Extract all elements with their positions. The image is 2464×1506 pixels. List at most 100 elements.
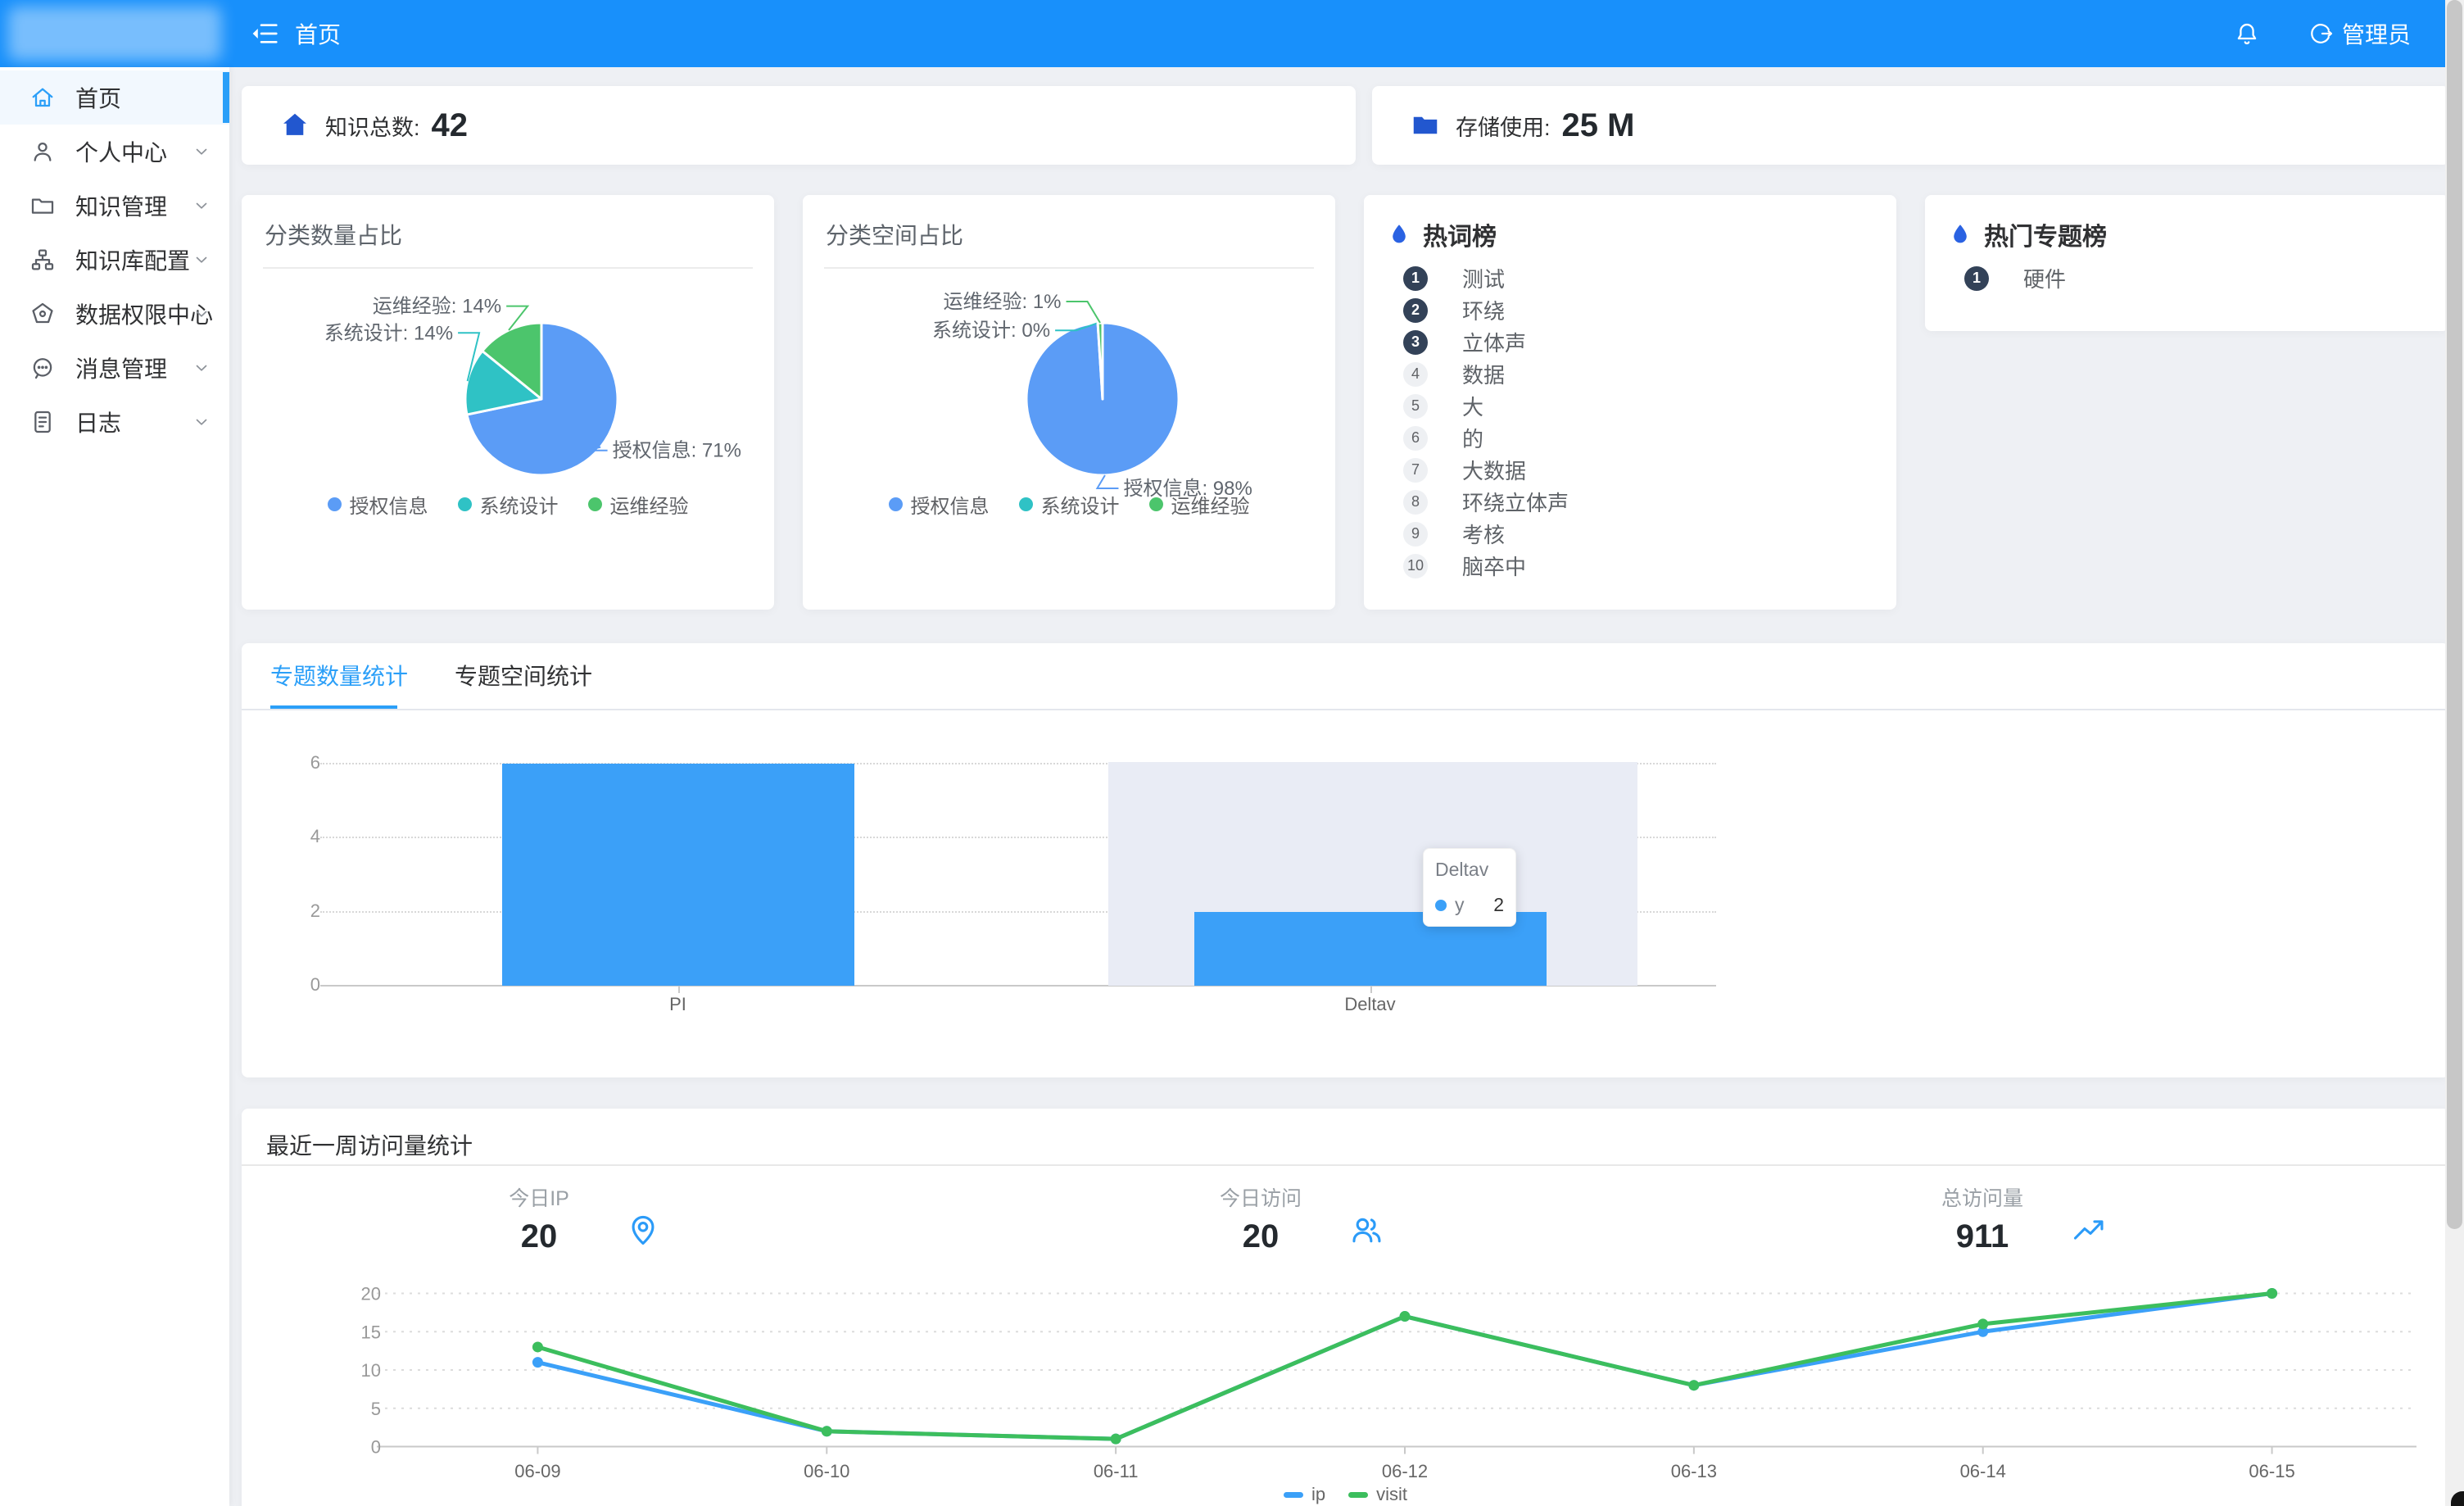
x-axis-label: PI	[669, 994, 686, 1014]
pie-label: 系统设计: 0%	[932, 320, 1050, 342]
pie-slice-运维经验[interactable]	[1096, 321, 1104, 401]
legend-item[interactable]: 系统设计	[1018, 490, 1120, 519]
legend-dot	[1148, 497, 1163, 511]
hot-word-label: 硬件	[2023, 267, 2067, 292]
chevron-down-icon	[192, 304, 211, 324]
admin-user-icon[interactable]	[2308, 20, 2334, 47]
legend-dot	[327, 497, 342, 511]
top-navbar: 首页 管理员	[0, 0, 2445, 67]
chevron-down-icon	[192, 196, 211, 215]
pie-slice-运维经验[interactable]	[481, 321, 543, 401]
x-axis-label: 06-12	[1382, 1461, 1428, 1481]
data-point-ip-06-14[interactable]	[1977, 1326, 1989, 1337]
rank-badge: 8	[1403, 489, 1428, 515]
legend-dot	[888, 497, 903, 511]
page-scrollbar	[2445, 0, 2464, 1506]
hot-list-item[interactable]: 8 环绕立体声	[1364, 486, 1896, 518]
rank-badge: 1	[1964, 265, 1989, 291]
admin-label[interactable]: 管理员	[2341, 22, 2411, 48]
gridline	[320, 985, 1716, 987]
pie-label-line	[506, 305, 530, 331]
pie-label: 运维经验: 1%	[944, 291, 1062, 313]
sidebar-item-label: 数据权限中心	[75, 302, 214, 328]
pie-slice-系统设计[interactable]	[464, 349, 543, 416]
legend-item-visit[interactable]: visit	[1348, 1484, 1407, 1505]
data-point-visit-06-13[interactable]	[1688, 1380, 1700, 1391]
chevron-down-icon	[192, 250, 211, 270]
breadcrumb: 首页	[295, 22, 342, 48]
data-point-visit-06-14[interactable]	[1977, 1318, 1989, 1330]
hot-word-label: 脑卒中	[1462, 555, 1527, 579]
legend-item[interactable]: 授权信息	[327, 490, 428, 519]
hot-list-item[interactable]: 4 数据	[1364, 358, 1896, 390]
y-axis-label: 15	[361, 1322, 381, 1342]
hot-list-item[interactable]: 9 考核	[1364, 518, 1896, 550]
collapse-menu-icon[interactable]	[249, 18, 280, 49]
folder-solid-icon	[1410, 110, 1441, 141]
hot-word-label: 考核	[1462, 523, 1506, 547]
data-point-visit-06-12[interactable]	[1399, 1311, 1411, 1322]
hot-list-item[interactable]: 2 环绕	[1364, 294, 1896, 326]
x-axis-label: 06-11	[1094, 1461, 1139, 1481]
tab-topic-space[interactable]: 专题空间统计	[455, 664, 593, 689]
person-icon	[29, 138, 56, 165]
y-axis-label: 2	[310, 900, 320, 921]
hot-word-label: 大	[1462, 395, 1484, 420]
hot-word-label: 测试	[1462, 267, 1506, 292]
hot-word-label: 环绕立体声	[1462, 491, 1569, 515]
rank-badge: 5	[1403, 393, 1428, 419]
hot-list-item[interactable]: 3 立体声	[1364, 326, 1896, 358]
tooltip-series-dot	[1435, 899, 1447, 911]
y-axis-label: 5	[371, 1399, 381, 1419]
data-point-visit-06-11[interactable]	[1110, 1433, 1121, 1445]
data-point-visit-06-10[interactable]	[821, 1426, 832, 1437]
legend-item[interactable]: 授权信息	[888, 490, 990, 519]
today-ip-value: 20	[520, 1218, 558, 1254]
topic-stats-tabs: 专题数量统计 专题空间统计	[242, 643, 2449, 710]
pie-label: 授权信息: 98%	[1123, 478, 1252, 500]
divider	[242, 1164, 2449, 1166]
pie-label: 系统设计: 14%	[324, 322, 453, 344]
data-point-visit-06-15[interactable]	[2267, 1288, 2278, 1299]
hot-word-label: 环绕	[1462, 299, 1506, 324]
log-icon	[29, 409, 56, 435]
data-point-ip-06-09[interactable]	[532, 1357, 543, 1368]
sidebar-item-message-manage[interactable]: 消息管理	[0, 341, 229, 395]
hot-list-item[interactable]: 1 硬件	[1925, 262, 2449, 294]
sidebar-item-log[interactable]: 日志	[0, 395, 229, 449]
sidebar-item-data-permission[interactable]: 数据权限中心	[0, 287, 229, 341]
line-chart-legend: ip visit	[242, 1484, 2449, 1505]
hot-words-header: 热词榜	[1387, 216, 1497, 252]
sidebar-item-knowledge-manage[interactable]: 知识管理	[0, 179, 229, 233]
legend-item-ip[interactable]: ip	[1283, 1484, 1325, 1505]
legend-item[interactable]: 运维经验	[587, 490, 689, 519]
hot-word-label: 大数据	[1462, 459, 1527, 483]
legend-item[interactable]: 运维经验	[1148, 490, 1250, 519]
gridline	[320, 910, 1716, 913]
knowledge-total-label: 知识总数:	[325, 115, 420, 140]
tab-topic-count[interactable]: 专题数量统计	[270, 664, 409, 689]
hot-topics-card: 热门专题榜 1 硬件	[1925, 195, 2449, 331]
topic-count-bar-chart: 0 2 4 6 PI Deltav	[242, 643, 2449, 1077]
floating-widget[interactable]	[2451, 1491, 2464, 1506]
app-logo	[8, 7, 221, 61]
y-axis-label: 4	[310, 826, 320, 847]
divider	[263, 267, 753, 269]
bar-PI[interactable]	[501, 764, 854, 986]
sidebar-item-home[interactable]: 首页	[0, 70, 229, 125]
hot-list-item[interactable]: 7 大数据	[1364, 454, 1896, 486]
legend-item[interactable]: 系统设计	[457, 490, 559, 519]
bell-icon[interactable]	[2234, 20, 2260, 47]
hot-list-item[interactable]: 10 脑卒中	[1364, 550, 1896, 582]
data-point-visit-06-09[interactable]	[532, 1341, 543, 1353]
rank-badge: 1	[1403, 265, 1428, 291]
sidebar-item-profile[interactable]: 个人中心	[0, 125, 229, 179]
scrollbar-thumb[interactable]	[2447, 0, 2462, 1229]
gridline	[320, 763, 1716, 764]
sidebar-item-kb-config[interactable]: 知识库配置	[0, 233, 229, 287]
rank-badge: 10	[1403, 553, 1428, 578]
hot-list-item[interactable]: 1 测试	[1364, 262, 1896, 294]
